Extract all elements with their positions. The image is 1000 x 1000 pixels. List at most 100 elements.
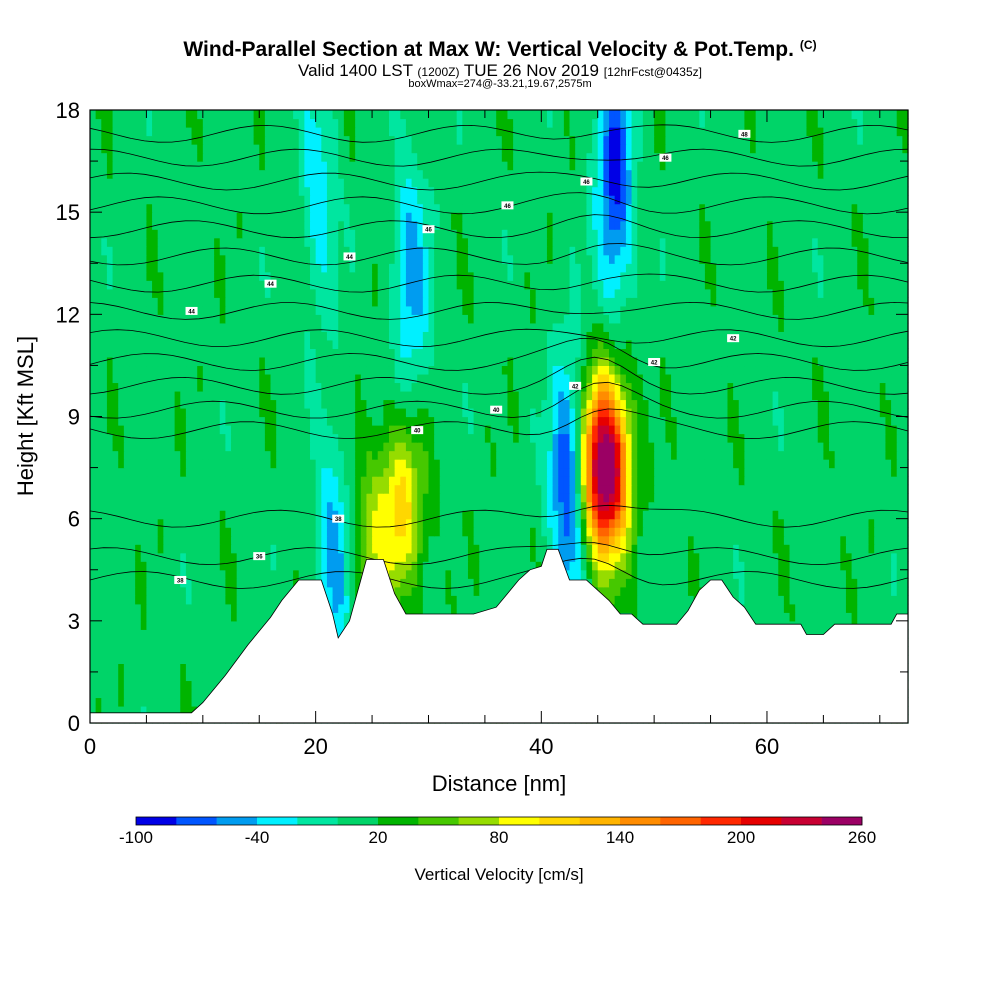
field-cell <box>445 586 452 596</box>
field-cell <box>812 612 819 622</box>
field-cell <box>766 442 774 452</box>
field-cell <box>693 501 700 511</box>
field-cell <box>202 518 210 528</box>
field-cell <box>665 450 672 460</box>
field-cell <box>609 510 616 520</box>
field-cell <box>366 501 373 511</box>
field-cell <box>862 595 870 605</box>
field-cell <box>761 450 768 460</box>
field-cell <box>225 552 232 562</box>
field-cell <box>535 467 542 477</box>
field-cell <box>891 442 898 452</box>
field-cell <box>496 527 503 537</box>
field-cell <box>253 586 260 596</box>
field-cell <box>304 544 311 554</box>
field-cell <box>434 467 441 477</box>
field-cell <box>733 467 740 477</box>
field-cell <box>451 527 458 537</box>
field-cell <box>755 493 762 503</box>
field-cell <box>242 425 249 435</box>
field-cell <box>202 544 210 554</box>
field-cell <box>496 433 503 443</box>
field-cell <box>806 510 813 520</box>
field-cell <box>197 425 204 435</box>
field-cell <box>326 493 334 503</box>
field-cell <box>761 493 768 503</box>
field-cell <box>174 518 181 528</box>
field-cell <box>231 535 238 545</box>
field-cell <box>112 646 119 656</box>
field-cell <box>699 527 706 537</box>
field-cell <box>129 569 136 579</box>
field-cell <box>180 535 187 545</box>
field-cell <box>135 697 142 707</box>
field-cell <box>896 561 903 571</box>
field-cell <box>761 578 768 588</box>
field-cell <box>95 671 102 682</box>
field-cell <box>106 518 114 528</box>
field-cell <box>518 459 525 469</box>
field-cell <box>845 493 853 503</box>
field-cell <box>800 620 808 630</box>
field-cell <box>789 459 796 469</box>
field-cell <box>219 467 226 477</box>
field-cell <box>332 586 339 596</box>
field-cell <box>665 459 672 469</box>
field-cell <box>428 535 435 545</box>
field-cell <box>800 535 808 545</box>
field-cell <box>513 561 520 571</box>
field-cell <box>479 467 486 477</box>
field-cell <box>874 476 881 486</box>
field-cell <box>609 518 616 528</box>
field-cell <box>857 527 864 537</box>
field-cell <box>795 535 802 545</box>
field-cell <box>298 476 305 486</box>
field-cell <box>462 578 469 588</box>
field-cell <box>586 561 593 571</box>
field-cell <box>326 518 334 528</box>
field-cell <box>896 476 903 486</box>
field-cell <box>507 467 514 477</box>
field-cell <box>766 569 774 579</box>
field-cell <box>202 586 210 596</box>
field-cell <box>671 569 678 579</box>
field-cell <box>253 569 260 579</box>
field-cell <box>168 586 176 596</box>
field-cell <box>355 527 362 537</box>
field-cell <box>321 552 328 562</box>
field-cell <box>326 569 334 579</box>
field-cell <box>772 518 779 528</box>
field-cell <box>343 527 351 537</box>
field-cell <box>473 459 480 469</box>
field-cell <box>219 552 226 562</box>
field-cell <box>247 510 255 520</box>
field-cell <box>270 493 277 503</box>
field-cell <box>383 476 390 486</box>
field-cell <box>118 484 125 494</box>
field-cell <box>625 552 633 562</box>
field-cell <box>140 620 148 630</box>
field-cell <box>473 535 480 545</box>
field-cell <box>276 467 283 477</box>
field-cell <box>834 484 841 494</box>
field-cell <box>671 433 678 443</box>
field-cell <box>157 612 164 622</box>
field-cell <box>146 501 153 511</box>
field-cell <box>118 637 125 647</box>
field-cell <box>620 569 627 579</box>
field-cell <box>168 442 176 452</box>
field-cell <box>428 442 435 452</box>
field-cell <box>293 535 300 545</box>
field-cell <box>659 518 667 528</box>
field-cell <box>462 535 469 545</box>
field-cell <box>163 450 170 460</box>
field-cell <box>857 578 864 588</box>
field-cell <box>530 467 537 477</box>
field-cell <box>524 476 531 486</box>
field-cell <box>845 612 853 622</box>
field-cell <box>716 467 723 477</box>
field-cell <box>355 578 362 588</box>
field-cell <box>682 501 689 511</box>
field-cell <box>287 535 294 545</box>
field-cell <box>163 425 170 435</box>
